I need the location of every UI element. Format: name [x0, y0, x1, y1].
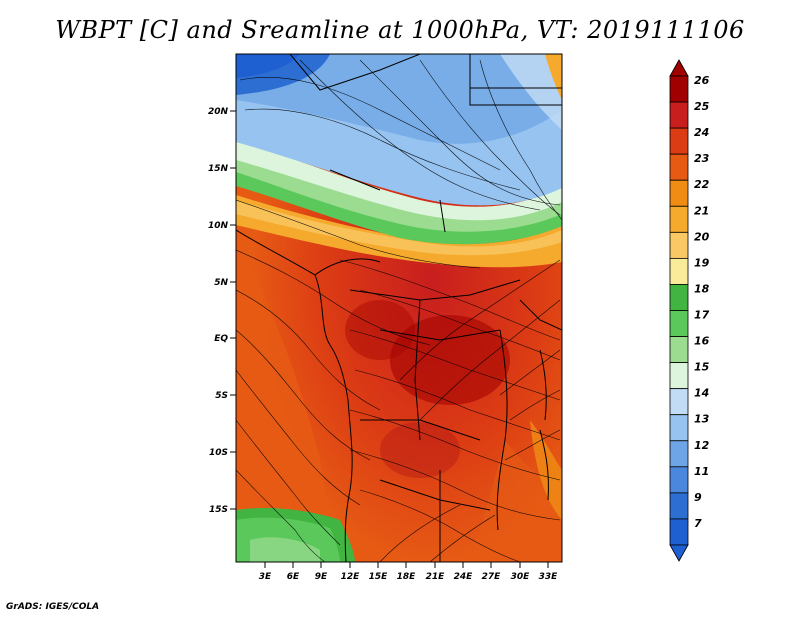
lon-label: 15E [369, 572, 389, 582]
lon-label: 21E [426, 572, 446, 582]
lon-label: 30E [511, 572, 531, 582]
lat-label: EQ [214, 334, 228, 344]
colorbar-label: 25 [694, 100, 710, 113]
colorbar-label: 13 [694, 413, 710, 426]
colorbar-label: 23 [694, 152, 710, 165]
colorbar-swatch [669, 231, 689, 259]
colorbar-swatch [669, 414, 689, 442]
colorbar-label: 20 [694, 230, 710, 243]
colorbar-top-arrow [669, 59, 689, 77]
lat-label: 10S [209, 448, 228, 458]
lon-label: 18E [397, 572, 417, 582]
lon-label: 9E [315, 572, 328, 582]
colorbar-swatch [669, 492, 689, 520]
colorbar-swatch [669, 284, 689, 311]
lat-label: 5S [215, 391, 228, 401]
lat-axis: 20N 15N 10N 5N EQ 5S 10S 15S [208, 107, 236, 515]
lon-label: 3E [259, 572, 272, 582]
colorbar-swatch [669, 336, 689, 364]
colorbar-label: 14 [694, 387, 709, 400]
grads-credit: GrADS: IGES/COLA [6, 602, 100, 612]
lat-label: 20N [208, 107, 229, 117]
colorbar-swatch [669, 518, 689, 546]
colorbar-label: 15 [694, 361, 710, 374]
colorbar-label: 9 [694, 491, 702, 504]
map-title: WBPT [C] and Sreamline at 1000hPa, VT: 2… [55, 16, 745, 44]
colorbar-swatch [669, 257, 689, 285]
colorbar-swatch [669, 310, 689, 337]
colorbar-bottom-arrow [669, 544, 689, 562]
colorbar-swatch [669, 179, 689, 207]
colorbar-swatch [669, 127, 689, 155]
colorbar-label: 26 [694, 74, 710, 87]
colorbar-swatch [669, 440, 689, 468]
colorbar-label: 24 [694, 126, 709, 139]
wbpt-field [236, 54, 562, 562]
plot-frame [235, 53, 563, 563]
colorbar-swatch [669, 75, 689, 103]
lon-label: 33E [539, 572, 559, 582]
lat-label: 10N [208, 221, 229, 231]
streamlines [236, 59, 562, 562]
lon-axis: 3E 6E 9E 12E 15E 18E 21E 24E 27E 30E 33E [259, 562, 558, 582]
lon-label: 12E [341, 572, 361, 582]
colorbar-label: 16 [694, 335, 710, 348]
lon-label: 6E [287, 572, 300, 582]
lat-label: 15N [208, 164, 229, 174]
lon-label: 24E [454, 572, 474, 582]
colorbar-label: 22 [694, 178, 710, 191]
colorbar-label: 18 [694, 282, 710, 295]
colorbar-swatch [669, 466, 689, 494]
colorbar-label: 12 [694, 439, 710, 452]
colorbar-swatch [669, 153, 689, 181]
colorbar-label: 7 [694, 517, 702, 530]
colorbar-swatch [669, 388, 689, 416]
colorbar: 26 25 24 23 22 21 20 19 18 17 16 15 14 13 12 11 9 7 [669, 59, 710, 562]
lat-label: 15S [209, 505, 228, 515]
colorbar-label: 19 [694, 256, 710, 269]
colorbar-swatch [669, 101, 689, 129]
colorbar-label: 17 [694, 309, 710, 322]
colorbar-label: 21 [694, 204, 709, 217]
colorbar-swatch [669, 205, 689, 233]
colorbar-label: 11 [694, 465, 709, 478]
lat-label: 5N [214, 278, 228, 288]
coastlines-borders [236, 54, 562, 562]
lon-label: 27E [482, 572, 502, 582]
colorbar-swatch [669, 362, 689, 390]
